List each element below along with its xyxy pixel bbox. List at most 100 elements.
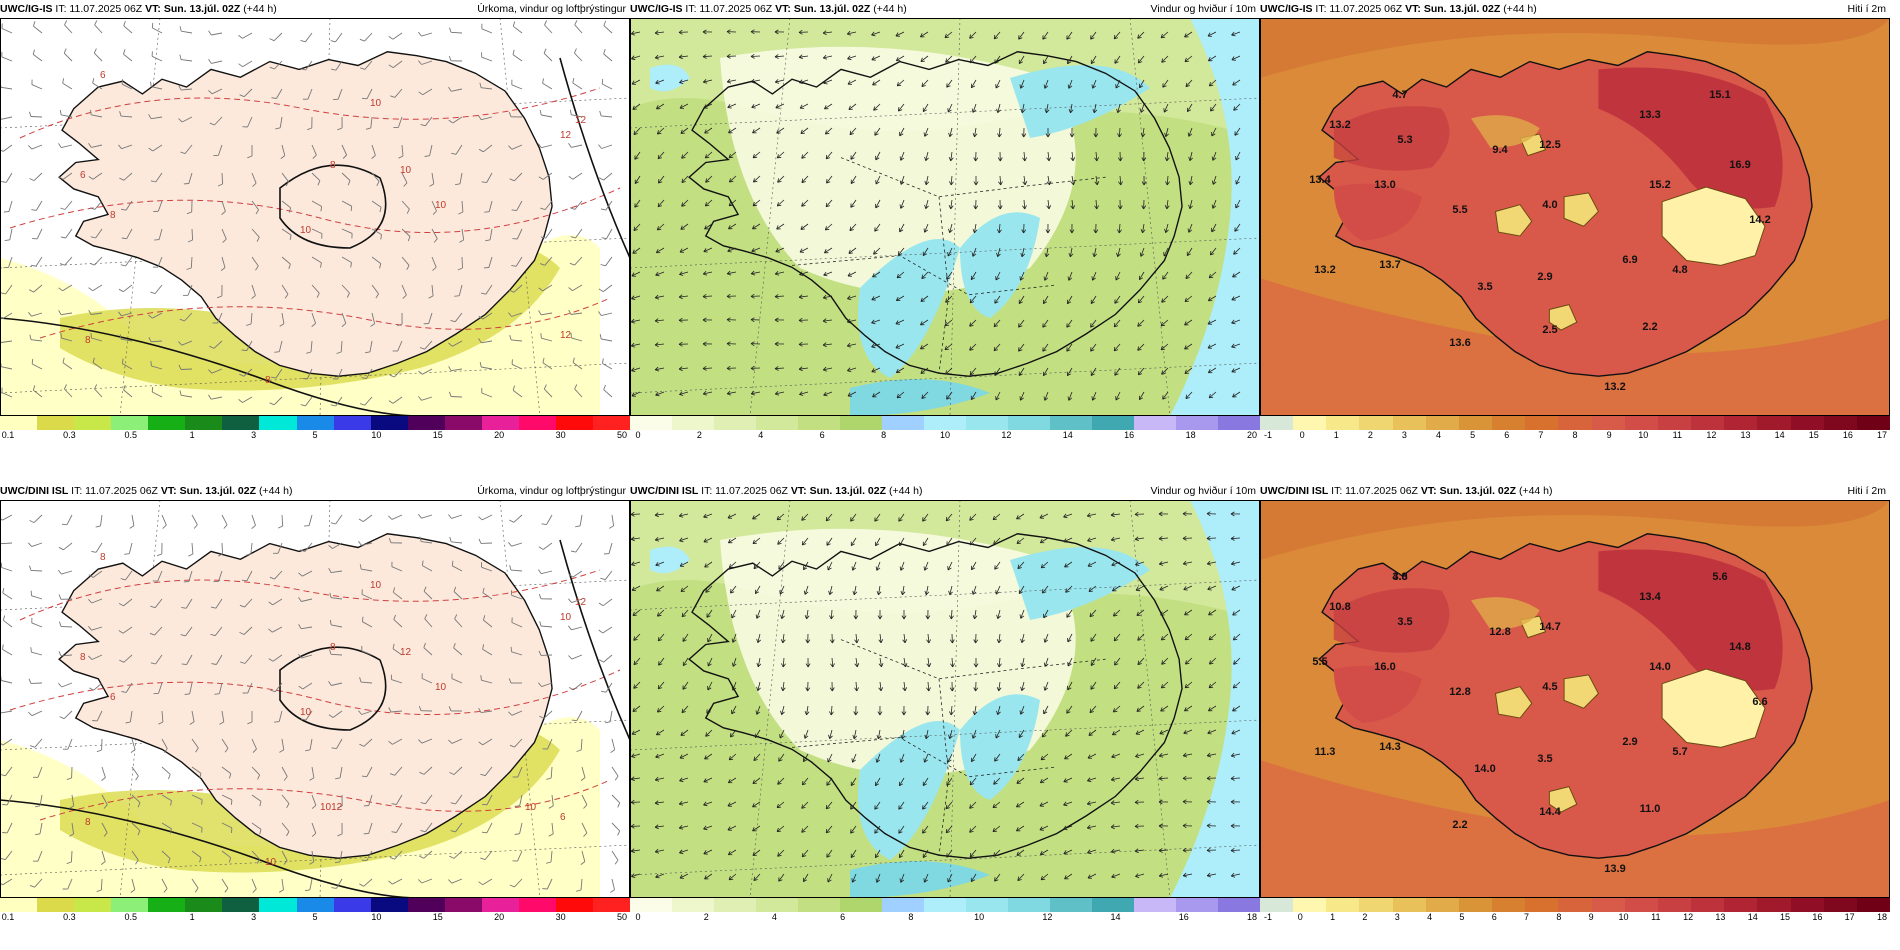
wind-arrow [903,633,906,643]
wind-arrow-head [1207,320,1211,325]
wind-barb [305,32,313,43]
wind-arrow-head [1067,663,1072,667]
isobar-label: 8 [110,210,116,221]
colorbar-tick-label: 5 [1470,430,1476,440]
wind-arrow-head [1137,636,1139,641]
wind-arrow [974,609,977,619]
wind-barb-feather [298,624,302,629]
wind-arrow-head [1090,325,1095,328]
wind-arrow-head [1134,802,1139,805]
wind-arrow-head [995,735,1000,739]
colorbar-tick-label: 12 [1706,430,1717,440]
wind-barb-feather [610,749,615,753]
wind-arrow-head [655,873,659,878]
wind-barb-feather [119,177,125,181]
wind-arrow [1018,55,1025,64]
wind-arrow-head [776,827,779,832]
wind-arrow-head [1020,108,1023,113]
wind-arrow [753,753,761,761]
wind-arrow-head [1120,157,1123,162]
wind-arrow-head [826,855,831,858]
wind-arrow-head [1065,735,1070,737]
wind-arrow-head [993,346,996,351]
wind-barb-feather [479,82,482,88]
wind-arrow [945,513,953,522]
wind-arrow-head [681,178,684,183]
wind-arrow [995,585,1001,595]
wind-barb-feather [163,888,168,893]
wind-arrow-head [1113,614,1118,617]
wind-arrow-head [729,204,734,207]
wind-barb-feather [397,323,403,327]
iceland-outline [688,51,1183,377]
wind-arrow-head [702,296,707,299]
wind-arrow-head [825,205,831,208]
colorbar-swatch [1176,898,1218,912]
wind-barb-feather [245,553,252,556]
wind-arrow-head [1134,850,1139,854]
grid-line [630,719,1260,751]
wind-arrow [994,367,1001,376]
wind-arrow-head [928,687,931,692]
wind-barb [544,256,553,266]
wind-arrow-head [1211,180,1214,185]
wind-barb-feather [451,152,457,155]
wind-barb [131,738,136,750]
wind-arrow-head [729,566,734,569]
wind-arrow [631,367,641,372]
wind-barb-feather [286,831,290,837]
wind-arrow [775,79,785,83]
wind-barb [37,850,43,862]
wind-barb [611,738,616,750]
wind-barb-feather [62,78,65,84]
wind-arrow [1067,295,1073,305]
wind-barb [61,114,73,118]
wind-barb [221,878,229,889]
wind-arrow [703,103,713,109]
colorbar-tick-label: 18 [1876,912,1888,922]
wind-arrow-head [658,179,660,184]
wind-barb-feather [389,374,395,378]
wind-barb-feather [599,334,602,340]
wind-arrow [732,657,737,667]
wind-arrow-head [899,156,902,161]
wind-arrow-head [1183,563,1188,566]
wind-barb-feather [228,857,232,863]
wind-arrow-head [750,341,755,344]
wind-arrow-head [949,591,953,595]
wind-barb [155,172,163,183]
wind-barb-feather [514,833,520,835]
wind-arrow [1111,777,1121,781]
wind-barb-feather [328,545,333,549]
colorbar-swatch [296,416,334,430]
wind-barb [331,624,343,628]
wind-arrow [900,199,905,209]
wind-arrow-head [995,591,1000,595]
wind-arrow-head [730,589,732,594]
wind-arrow [1159,729,1169,735]
wind-arrow-head [1212,205,1217,209]
wind-arrow [1232,681,1241,689]
wind-barb-feather [284,293,289,299]
wind-arrow-head [854,639,858,644]
wind-barb [311,256,322,264]
wind-barb-feather [390,95,396,98]
wind-arrow-head [803,879,808,883]
wind-arrow-head [1165,133,1169,137]
wind-barb-feather [457,267,463,271]
wind-arrow-head [1208,635,1211,640]
wind-barb [394,88,403,98]
wind-arrow-head [823,82,828,85]
lead-time: (+44 h) [888,485,923,497]
wind-barb [187,284,193,296]
wind-arrow [1160,31,1169,39]
wind-arrow [705,175,713,183]
wind-arrow-head [1086,824,1091,829]
wind-arrow-head [969,516,971,521]
temp-panel: UWC/IG-IS IT: 11.07.2025 06Z VT: Sun. 13… [1260,0,1890,460]
wind-barb-feather [230,827,233,833]
wind-arrow-head [655,297,660,300]
wind-arrow [631,319,641,323]
wind-arrow-head [1039,850,1043,855]
wind-arrow-head [829,591,833,595]
